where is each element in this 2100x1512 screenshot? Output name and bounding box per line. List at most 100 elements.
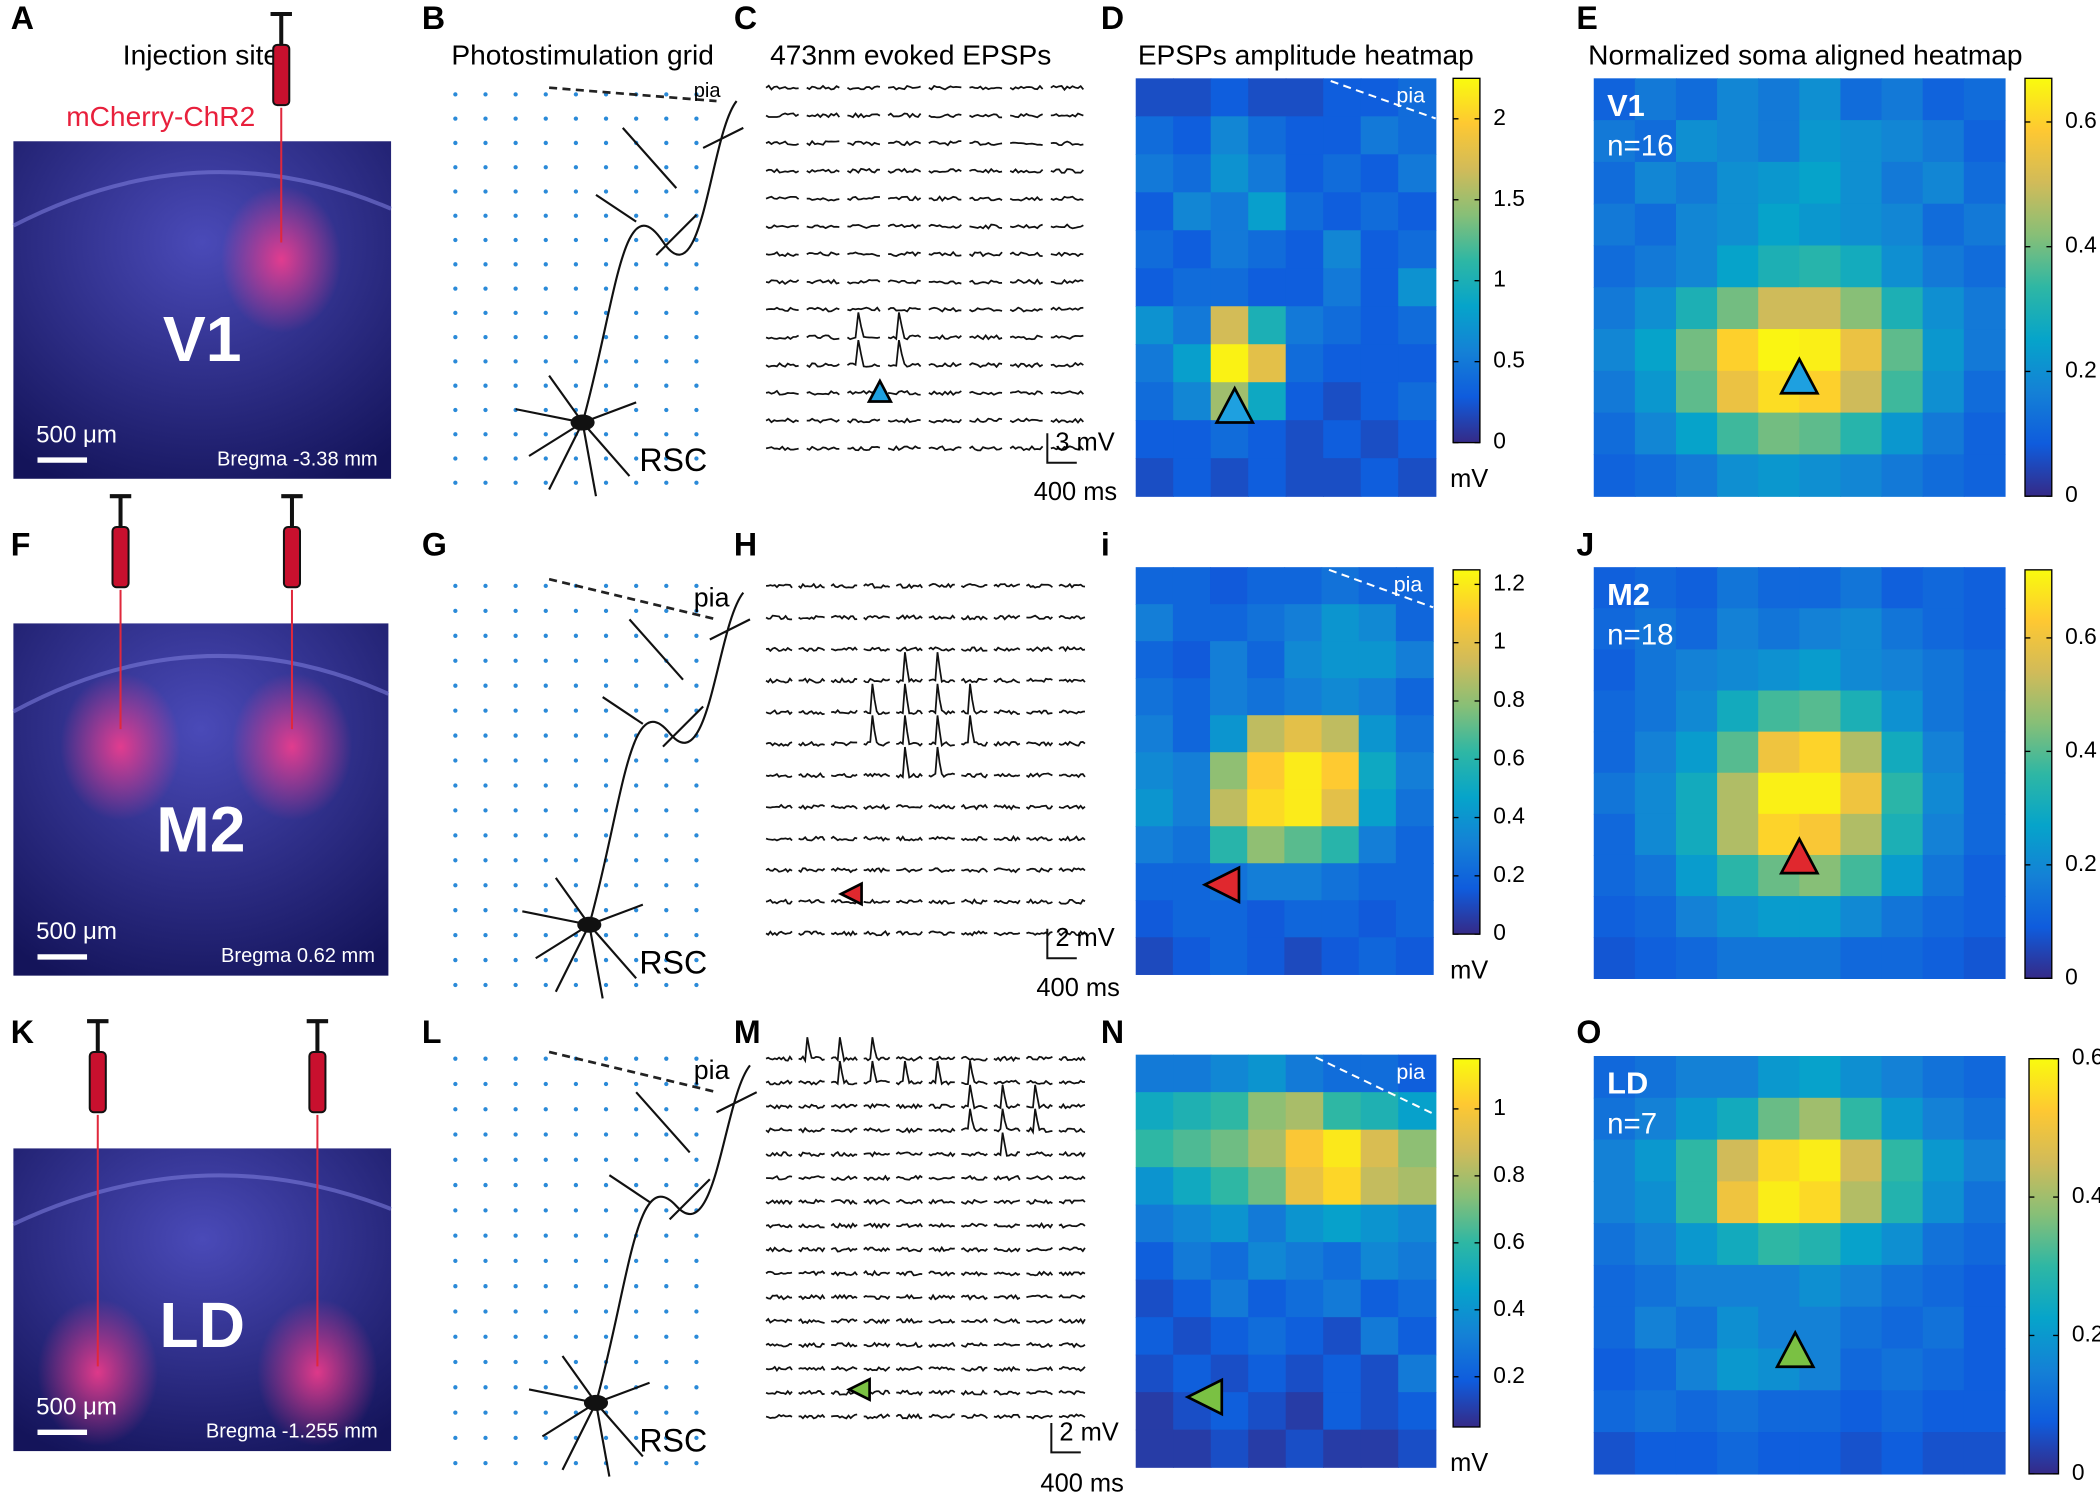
trace [863, 898, 891, 905]
heatmap-cell [1285, 1092, 1324, 1131]
colorbar-tick-label: 0.6 [1493, 744, 1525, 770]
heatmap-cell [1248, 1354, 1287, 1393]
heatmap-cell [1210, 678, 1248, 716]
neuron [522, 591, 751, 999]
heatmap-cell [1675, 370, 1718, 414]
trace [846, 278, 881, 285]
heatmap-cell [1358, 715, 1397, 753]
heatmap-cell [1799, 412, 1842, 456]
trace [806, 251, 840, 257]
heatmap-cell [1717, 120, 1759, 163]
trace [961, 898, 988, 905]
heatmap-cell [1634, 1432, 1677, 1475]
trace [928, 168, 962, 174]
trace [928, 804, 956, 810]
heatmap-cell [1248, 382, 1287, 421]
colorbar-tick-label: 1.5 [1493, 185, 1525, 211]
stim-point [634, 658, 639, 663]
trace [798, 772, 825, 779]
heatmap-cell [1593, 1097, 1636, 1141]
trace [830, 1127, 858, 1134]
stim-point [483, 407, 488, 413]
trace [895, 1366, 923, 1372]
stim-point [573, 1385, 579, 1390]
heatmap-cell [1323, 1242, 1362, 1281]
trace [960, 1055, 988, 1062]
trace [863, 1037, 891, 1062]
trace [895, 835, 923, 842]
stim-point [513, 833, 518, 838]
stim-point [483, 1258, 488, 1264]
injection-spot [257, 1298, 378, 1447]
trace [806, 390, 840, 396]
trace [928, 250, 962, 257]
heatmap-cell [1135, 937, 1174, 975]
stim-point [483, 189, 488, 194]
trace [928, 84, 962, 91]
stim-point [664, 1385, 669, 1390]
heatmap-cell [1210, 154, 1249, 193]
stim-point [634, 1081, 639, 1087]
trace [961, 1317, 989, 1324]
trace-scale-bar [1046, 433, 1077, 464]
stim-point [543, 213, 548, 218]
stim-point [483, 116, 488, 121]
stim-point [453, 1309, 458, 1314]
stim-point [543, 1056, 548, 1061]
heatmap-cell [1593, 1390, 1636, 1433]
stim-point [634, 310, 639, 316]
heatmap-cell [1675, 567, 1718, 609]
trace [960, 836, 988, 842]
trace [1058, 1079, 1086, 1085]
heatmap-cell [1881, 287, 1924, 330]
stim-point [694, 432, 699, 437]
trace [806, 197, 840, 202]
trace [895, 1103, 923, 1110]
heatmap-cell [1135, 420, 1174, 459]
heatmap-cell [1248, 1054, 1287, 1093]
heatmap-cell [1593, 731, 1636, 774]
trace [928, 140, 962, 147]
trace [1025, 583, 1053, 589]
heatmap-cell [1675, 731, 1718, 774]
trace [863, 1413, 891, 1420]
trace [961, 715, 989, 747]
trace [1009, 362, 1044, 369]
trace [830, 772, 858, 779]
heatmap-cell [1135, 154, 1174, 193]
stim-point [453, 783, 458, 788]
stim-point [694, 1284, 699, 1289]
trace [1050, 168, 1084, 174]
heatmap-cell [1717, 1306, 1759, 1350]
stim-point [483, 140, 488, 146]
stim-point [453, 1132, 458, 1137]
heatmap-cell [1398, 1204, 1437, 1243]
stim-point [483, 1435, 488, 1441]
heatmap-cell [1323, 1392, 1362, 1431]
heatmap-cell [1135, 458, 1174, 497]
trace [1009, 306, 1043, 313]
stim-point [573, 608, 579, 613]
trace [830, 677, 858, 684]
stim-point [634, 883, 639, 888]
trace [831, 1413, 858, 1420]
trace [928, 361, 962, 368]
heatmap-cell [1840, 731, 1883, 774]
trace [928, 715, 955, 748]
heatmap-cell [1247, 863, 1286, 901]
stim-point [634, 982, 639, 988]
stim-point [453, 1233, 458, 1238]
trace [765, 1389, 793, 1396]
heatmap-cell [1593, 1181, 1636, 1224]
heatmap-cell [1323, 230, 1362, 269]
trace [1026, 677, 1053, 683]
heatmap-cell [1248, 1092, 1287, 1131]
heatmap-cell [1173, 116, 1212, 155]
heatmap-cell [1173, 1279, 1212, 1318]
stim-point [453, 1182, 458, 1188]
colorbar-tick-label: 0.8 [1493, 686, 1525, 712]
trace [928, 334, 962, 340]
heatmap-cell [1358, 863, 1397, 901]
trace [806, 139, 840, 147]
stim-point [694, 1334, 699, 1339]
